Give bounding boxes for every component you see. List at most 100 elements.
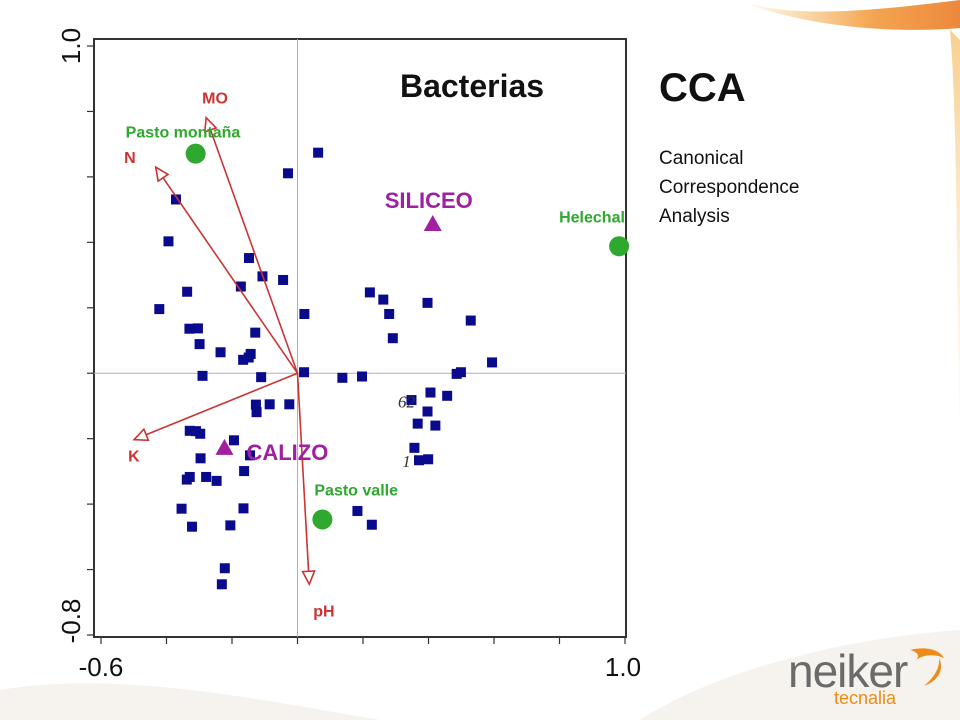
point-label: 1 (402, 452, 411, 471)
logo-sub: tecnalia (834, 688, 897, 708)
species-point (337, 372, 348, 383)
vector-n-label: N (124, 150, 136, 167)
species-point (284, 399, 295, 410)
species-point (197, 370, 208, 381)
site-label: Helechal (559, 209, 625, 226)
species-point (184, 471, 195, 482)
species-point (154, 304, 165, 315)
species-point (364, 287, 375, 298)
species-point (412, 418, 423, 429)
vector-mo-line (205, 117, 299, 374)
site-marker (609, 236, 630, 257)
species-point (238, 354, 249, 365)
vector-k-line (133, 372, 298, 441)
species-point (352, 505, 363, 516)
slide-subtitle: Canonical Correspondence Analysis (659, 144, 859, 231)
group-marker (423, 215, 442, 232)
vector-k-label: K (128, 449, 140, 466)
species-point (283, 168, 294, 179)
y-tick-label: 1.0 (56, 28, 86, 64)
species-point (451, 368, 462, 379)
species-point (187, 521, 198, 532)
species-point (238, 503, 249, 514)
species-point (406, 395, 417, 406)
neiker-logo: neiker tecnalia (788, 644, 958, 714)
vector-mo-label: MO (202, 91, 228, 108)
species-point (278, 274, 289, 285)
plot-frame (93, 38, 627, 638)
vector-k-arrowhead (132, 427, 150, 442)
species-point (425, 387, 436, 398)
species-point (235, 281, 246, 292)
y-tick-label: -0.8 (56, 599, 86, 644)
species-point (487, 357, 498, 368)
species-point (256, 372, 267, 383)
species-point (299, 367, 310, 378)
species-point (184, 323, 195, 334)
site-label: Pasto valle (314, 482, 398, 499)
vector-mo-arrowhead (203, 115, 218, 134)
subtitle-line-3: Analysis (659, 206, 730, 227)
species-point (219, 563, 230, 574)
species-point (357, 371, 368, 382)
species-point (195, 453, 206, 464)
site-marker (312, 509, 333, 530)
species-point (299, 308, 310, 319)
species-point (182, 286, 193, 297)
group-label: CALIZO (246, 440, 328, 465)
species-point (192, 323, 203, 334)
species-point (244, 253, 255, 264)
species-point (239, 466, 250, 477)
species-point (366, 519, 377, 530)
species-point (163, 236, 174, 247)
species-point (387, 333, 398, 344)
species-point (251, 407, 262, 418)
vector-ph-arrowhead (301, 570, 316, 587)
vector-n-line (155, 166, 299, 374)
species-point (250, 399, 261, 410)
species-point (176, 503, 187, 514)
species-point (423, 454, 434, 465)
species-point (243, 352, 254, 363)
species-point (378, 294, 389, 305)
point-label: 62 (398, 392, 416, 411)
subtitle-line-2: Correspondence (659, 177, 800, 198)
species-point (414, 455, 425, 466)
vector-ph-line (296, 373, 311, 585)
site-marker (185, 143, 206, 164)
species-point (228, 435, 239, 446)
species-point (422, 297, 433, 308)
species-point (430, 420, 441, 431)
x-tick-label: 1.0 (605, 652, 641, 682)
species-point (194, 339, 205, 350)
species-point (216, 579, 227, 590)
species-point (225, 520, 236, 531)
species-point (465, 315, 476, 326)
species-point (409, 442, 420, 453)
subtitle-line-1: Canonical (659, 148, 744, 169)
species-point (422, 406, 433, 417)
species-point (245, 450, 256, 461)
species-point (313, 147, 324, 158)
vector-ph-label: pH (313, 603, 334, 620)
chart-title: Bacterias (400, 68, 544, 104)
species-point (215, 347, 226, 358)
species-point (184, 425, 195, 436)
species-point (195, 428, 206, 439)
species-point (264, 399, 275, 410)
species-point (384, 308, 395, 319)
group-marker (215, 438, 234, 455)
species-point (211, 475, 222, 486)
vector-n-arrowhead (154, 165, 170, 183)
species-point (170, 194, 181, 205)
slide-title: CCA (659, 66, 746, 110)
group-label: SILICEO (385, 188, 473, 213)
logo-swoosh-icon (910, 648, 944, 686)
species-point (201, 471, 212, 482)
x-tick-label: -0.6 (79, 652, 124, 682)
site-label: Pasto montaña (126, 125, 241, 142)
logo-word: neiker (788, 645, 908, 697)
species-point (442, 390, 453, 401)
